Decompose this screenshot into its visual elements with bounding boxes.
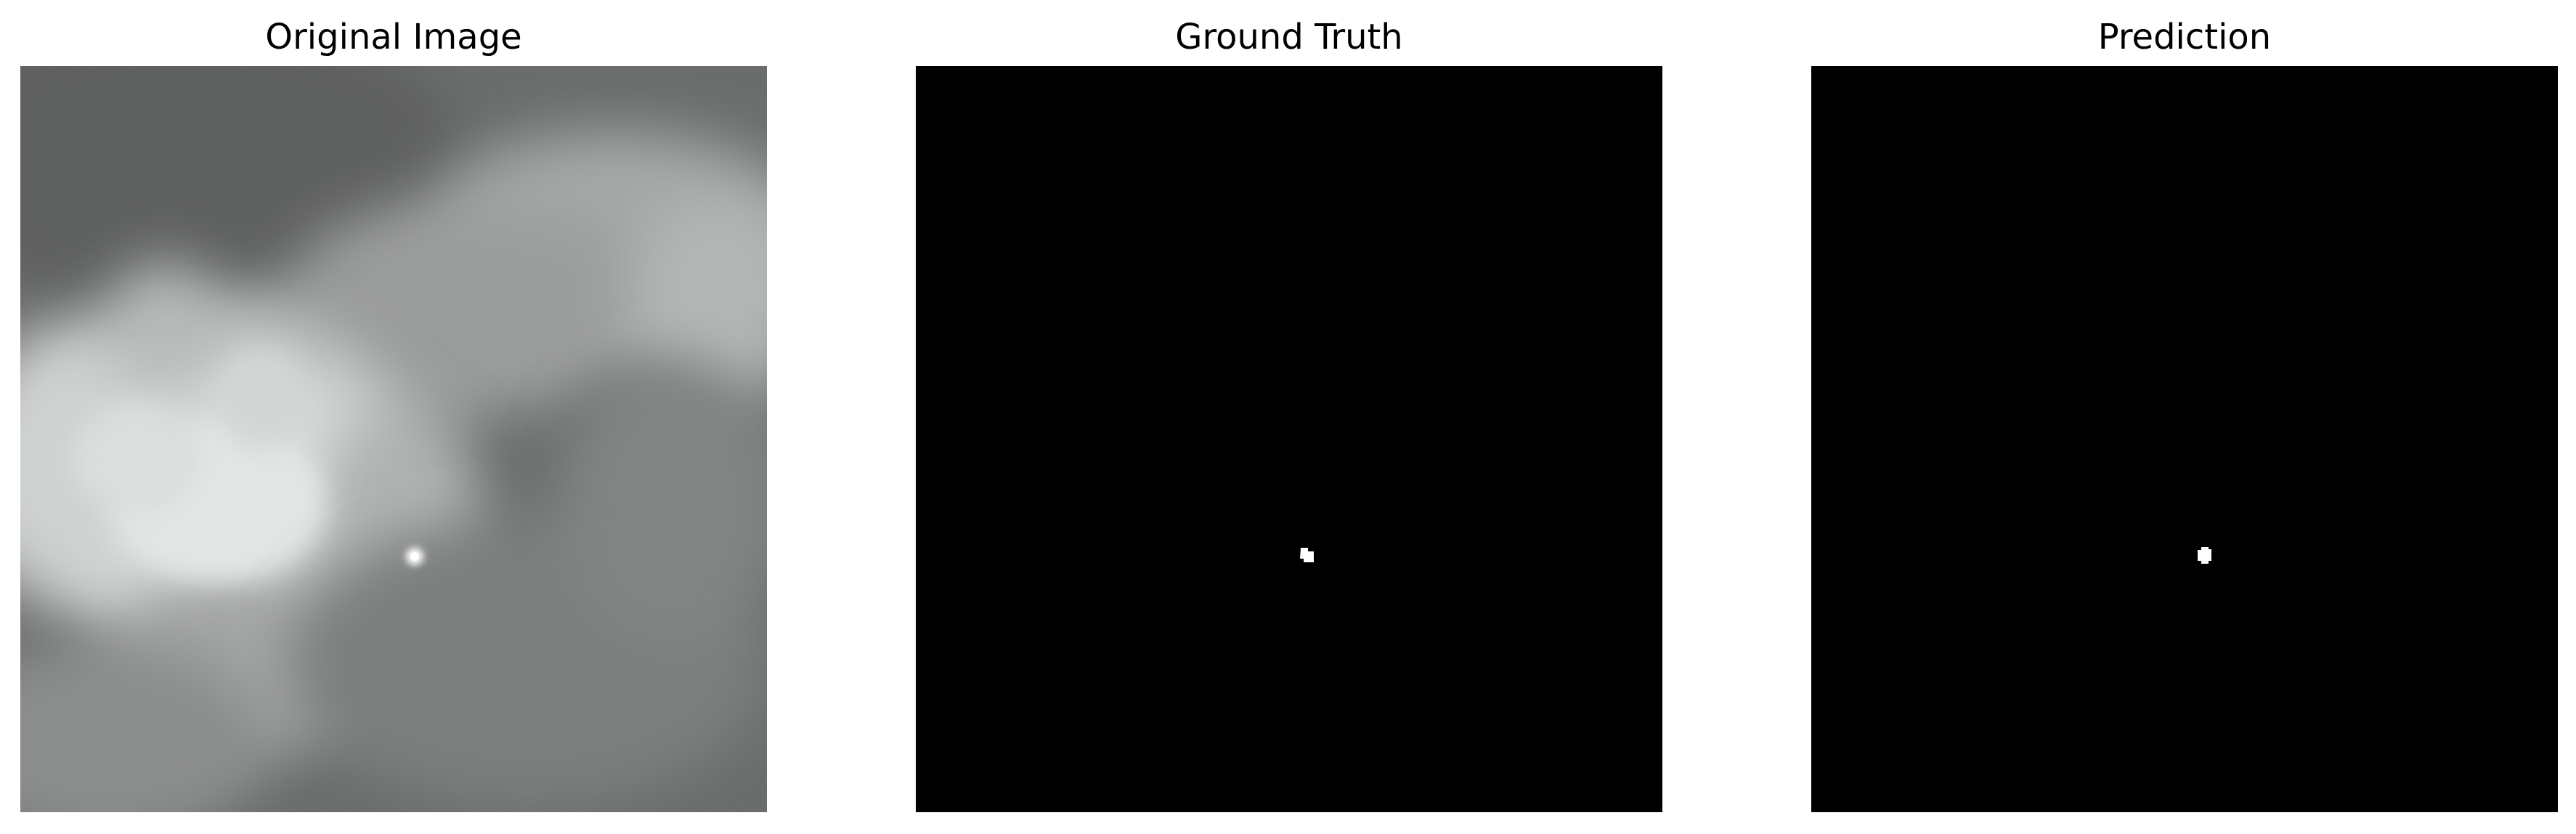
prediction-blob — [2198, 547, 2211, 564]
ground-truth-panel: Ground Truth — [916, 0, 1662, 834]
ground-truth-mask — [916, 66, 1662, 812]
original-image-title: Original Image — [265, 17, 522, 57]
original-image — [20, 66, 767, 812]
prediction-title: Prediction — [2097, 17, 2272, 57]
ground-truth-title: Ground Truth — [1175, 17, 1403, 57]
prediction-panel: Prediction — [1811, 0, 2558, 834]
original-image-panel: Original Image — [20, 0, 767, 834]
prediction-mask — [1811, 66, 2558, 812]
ground-truth-blob — [1300, 548, 1314, 562]
